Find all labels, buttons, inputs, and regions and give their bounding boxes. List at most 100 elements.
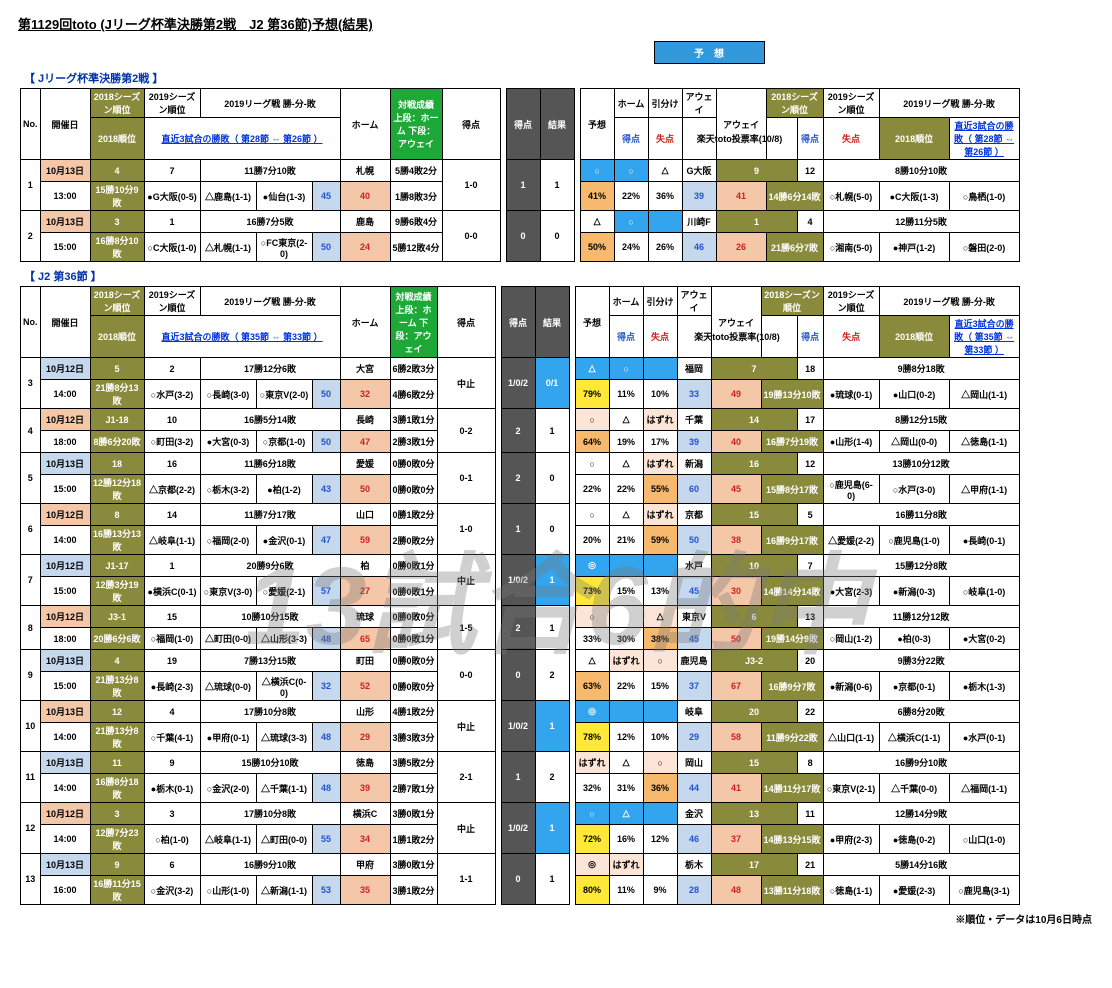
row-r19: 1	[144, 555, 200, 577]
row-home: 長崎	[340, 409, 390, 431]
col-rec3[interactable]: 直近3試合の勝敗（ 第28節 ⇔ 第26節 ）	[144, 118, 340, 160]
row-as18: 7	[711, 358, 797, 380]
row-away: 岐阜	[677, 701, 711, 723]
row-ap1: ○東京V(2-1)	[823, 774, 879, 803]
row-ap2: ●柏(0-3)	[879, 628, 949, 650]
row-res: 0	[506, 211, 540, 262]
row-hp: △	[575, 650, 609, 672]
row-as18: 20	[711, 701, 797, 723]
row-rec: 16勝7分5敗	[200, 211, 340, 233]
row-pa1: 6勝2敗3分	[390, 358, 437, 380]
row-away: 新潟	[677, 453, 711, 475]
row-g: 48	[312, 628, 340, 650]
yoso-button[interactable]: 予 想	[654, 42, 764, 64]
row-p2: ●甲府(0-1)	[200, 723, 256, 752]
row-pa1: 4勝1敗2分	[390, 701, 437, 723]
row-away: 鹿児島	[677, 650, 711, 672]
row-rec: 20勝9分6敗	[200, 555, 340, 577]
row-date: 10月12日	[40, 358, 90, 380]
row-ap1: ○徳島(1-1)	[823, 876, 879, 905]
row-yoso: 0	[535, 504, 569, 555]
row-rec: 16勝5分14敗	[200, 409, 340, 431]
row-home: 鹿島	[340, 211, 390, 233]
row-yoso: 2	[535, 650, 569, 701]
row-ap1: ●琉球(0-1)	[823, 380, 879, 409]
row-l: 40	[340, 182, 390, 211]
row-l: 59	[340, 526, 390, 555]
col-rec3a[interactable]: 直近3試合の勝敗（ 第35節 ⇔ 第33節 ）	[949, 316, 1019, 358]
row-ag: 39	[677, 431, 711, 453]
row-no: 11	[21, 752, 41, 803]
row-ap3: ●長崎(0-1)	[949, 526, 1019, 555]
row-p1: ○C大阪(1-0)	[144, 233, 200, 262]
row-ap	[648, 211, 682, 233]
col-home: ホーム	[340, 287, 390, 358]
row-ap2: ●神戸(1-2)	[879, 233, 949, 262]
row-res: 2	[501, 606, 535, 650]
row-av: 36%	[643, 774, 677, 803]
row-dv: 15%	[609, 577, 643, 606]
row-g: 43	[312, 475, 340, 504]
row-l: 34	[340, 825, 390, 854]
row-date: 10月12日	[40, 504, 90, 526]
row-sc: 中止	[437, 803, 495, 854]
row-rec: 11勝7分17敗	[200, 504, 340, 526]
col-rec3a[interactable]: 直近3試合の勝敗（ 第28節 ⇔ 第26節 ）	[949, 118, 1019, 160]
col-2018b: 2018順位	[90, 316, 144, 358]
row-home: 山形	[340, 701, 390, 723]
row-hp: ○	[575, 453, 609, 475]
row-pa1: 0勝0敗0分	[390, 453, 437, 475]
row-s18: 3	[90, 211, 144, 233]
row-hv: 80%	[575, 876, 609, 905]
row-dp: はずれ	[609, 854, 643, 876]
row-r19: 16	[144, 453, 200, 475]
row-ap1: ○湘南(5-0)	[823, 233, 879, 262]
row-date: 10月12日	[40, 606, 90, 628]
row-pa2: 4勝6敗2分	[390, 380, 437, 409]
row-sc: 1-5	[437, 606, 495, 650]
col-yoso: 予想	[575, 287, 609, 358]
row-pa1: 3勝0敗1分	[390, 803, 437, 825]
row-s18b: 16勝11分15敗	[90, 876, 144, 905]
col-2018ba: 2018順位	[879, 316, 949, 358]
row-s18: 11	[90, 752, 144, 774]
row-al: 40	[711, 431, 761, 453]
row-ar19: 17	[797, 409, 823, 431]
row-ap1: ●甲府(2-3)	[823, 825, 879, 854]
row-no: 10	[21, 701, 41, 752]
col-rec19: 2019リーグ戦 勝-分-敗	[200, 89, 340, 118]
row-s18b: 16勝13分13敗	[90, 526, 144, 555]
row-p3: ○愛媛(2-1)	[256, 577, 312, 606]
row-rec: 11勝7分10敗	[200, 160, 340, 182]
row-as18b: 14勝13分15敗	[761, 825, 823, 854]
row-ag: 60	[677, 475, 711, 504]
row-ap	[643, 701, 677, 723]
row-s18: 8	[90, 504, 144, 526]
row-g: 45	[312, 182, 340, 211]
row-r19: 3	[144, 803, 200, 825]
row-no: 5	[21, 453, 41, 504]
row-arec: 6勝8分20敗	[823, 701, 1019, 723]
row-p2: ●大宮(0-3)	[200, 431, 256, 453]
row-ar19: 21	[797, 854, 823, 876]
row-s18b: 21勝13分8敗	[90, 672, 144, 701]
row-p3: ○東京V(2-0)	[256, 380, 312, 409]
col-rec3[interactable]: 直近3試合の勝敗（ 第35節 ⇔ 第33節 ）	[144, 316, 340, 358]
row-ap2: △千葉(0-0)	[879, 774, 949, 803]
row-ap3: △福岡(1-1)	[949, 774, 1019, 803]
row-res: 1	[506, 160, 540, 211]
row-al: 41	[716, 182, 766, 211]
row-l: 65	[340, 628, 390, 650]
row-p2: ○金沢(2-0)	[200, 774, 256, 803]
row-date: 10月12日	[40, 803, 90, 825]
row-ag: 28	[677, 876, 711, 905]
row-ap	[643, 555, 677, 577]
page-title: 第1129回toto (Jリーグ杯準決勝第2戦 J2 第36節)予想(結果)	[18, 14, 1102, 33]
row-date: 10月12日	[40, 555, 90, 577]
row-av: 17%	[643, 431, 677, 453]
col-pts2: 失点	[643, 316, 677, 358]
row-g: 50	[312, 431, 340, 453]
row-hp: はずれ	[575, 752, 609, 774]
row-ap: ○	[643, 752, 677, 774]
row-s18: J1-18	[90, 409, 144, 431]
